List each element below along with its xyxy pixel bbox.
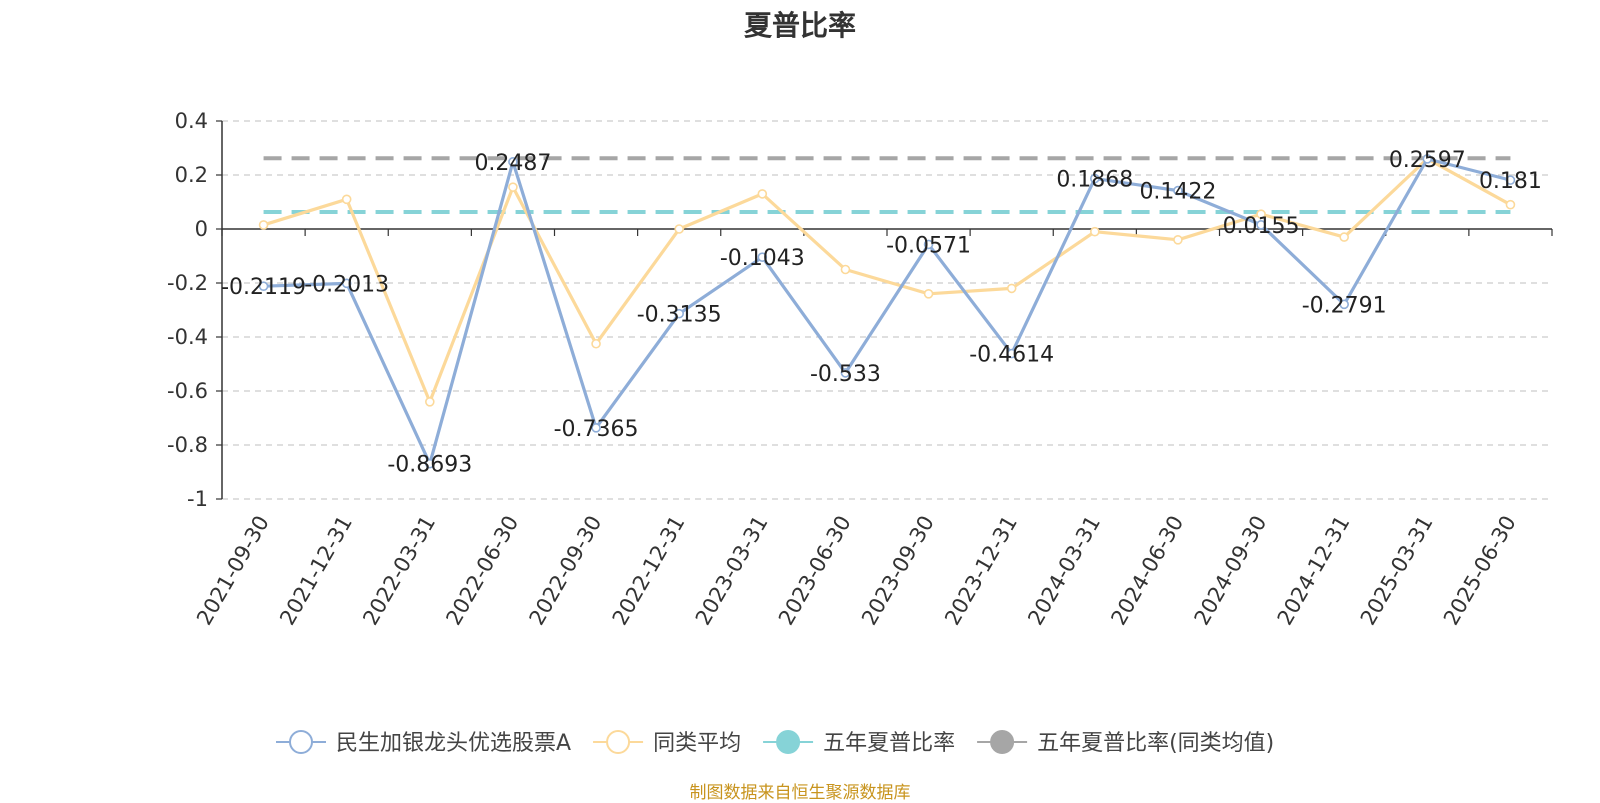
data-point bbox=[923, 288, 934, 299]
series-line bbox=[263, 157, 1511, 466]
data-point bbox=[1339, 232, 1349, 242]
data-point bbox=[1090, 173, 1100, 184]
x-tick-label: 2024-09-30 bbox=[1190, 512, 1272, 630]
y-tick-label: -0.2 bbox=[167, 271, 208, 295]
data-point bbox=[341, 194, 352, 205]
data-label: 0.2597 bbox=[1389, 148, 1466, 173]
data-label: -0.4614 bbox=[969, 343, 1054, 368]
data-point bbox=[425, 458, 435, 469]
y-tick-label: -0.6 bbox=[167, 379, 208, 403]
data-label: -0.7365 bbox=[554, 417, 639, 442]
data-source-note: 制图数据来自恒生聚源数据库 bbox=[689, 783, 911, 803]
legend-label: 五年夏普比率(同类均值) bbox=[1037, 731, 1274, 756]
x-tick-label: 2022-12-31 bbox=[608, 512, 690, 630]
x-tick-label: 2024-12-31 bbox=[1273, 512, 1355, 630]
y-axis-ticks: 0.4 0.2 0 -0.2 -0.4 -0.6 -0.8 -1 bbox=[167, 109, 223, 511]
x-axis: 2021-09-30 2021-12-31 2022-03-31 2022-06-30… bbox=[192, 228, 1553, 630]
legend-label: 民生加银龙头优选股票A bbox=[336, 731, 571, 756]
data-label: -0.3135 bbox=[637, 303, 722, 328]
legend-marker bbox=[606, 730, 631, 754]
x-tick-label: 2023-09-30 bbox=[857, 512, 939, 630]
data-point bbox=[1006, 348, 1017, 359]
data-point bbox=[1339, 299, 1349, 310]
data-label: -0.1043 bbox=[720, 246, 805, 271]
x-tick-label: 2022-03-31 bbox=[358, 512, 440, 630]
legend-marker bbox=[289, 730, 313, 754]
x-tick-label: 2025-03-31 bbox=[1356, 512, 1438, 630]
data-point bbox=[1256, 220, 1266, 230]
legend-marker bbox=[990, 730, 1015, 754]
y-tick-label: 0 bbox=[195, 217, 208, 241]
data-point bbox=[840, 264, 851, 275]
chart-title: 夏普比率 bbox=[743, 9, 856, 42]
data-label: -0.2791 bbox=[1302, 293, 1387, 318]
data-point bbox=[425, 396, 435, 407]
grid-lines bbox=[222, 120, 1552, 500]
data-point bbox=[341, 278, 352, 289]
x-tick-label: 2023-12-31 bbox=[940, 512, 1022, 630]
data-point bbox=[1173, 235, 1183, 245]
data-label: -0.0571 bbox=[886, 233, 971, 258]
data-labels: -0.2119-0.2013 -0.8693 0.2487 -0.7365 -0.313… bbox=[221, 148, 1542, 478]
data-point bbox=[591, 338, 601, 349]
data-point bbox=[674, 308, 684, 319]
x-tick-label: 2024-03-31 bbox=[1023, 512, 1105, 630]
data-label: 0.1422 bbox=[1139, 180, 1216, 205]
y-tick-label: -1 bbox=[187, 487, 208, 511]
data-label: -0.8693 bbox=[387, 453, 472, 478]
data-label: 0.2487 bbox=[474, 151, 551, 176]
data-point bbox=[1422, 154, 1433, 164]
x-tick-label: 2023-06-30 bbox=[774, 512, 856, 630]
x-tick-label: 2021-09-30 bbox=[192, 512, 274, 630]
y-tick-label: 0.4 bbox=[175, 109, 208, 133]
legend-label: 同类平均 bbox=[653, 731, 741, 756]
data-point bbox=[1006, 283, 1017, 294]
x-tick-label: 2024-06-30 bbox=[1106, 512, 1188, 630]
data-label: 0.1868 bbox=[1056, 168, 1133, 193]
series-lines bbox=[258, 154, 1516, 469]
data-label: -0.533 bbox=[810, 362, 881, 387]
data-point bbox=[1505, 175, 1516, 185]
y-tick-label: -0.4 bbox=[167, 325, 208, 349]
data-point bbox=[757, 252, 768, 262]
y-tick-label: -0.8 bbox=[167, 433, 208, 457]
x-tick-label: 2021-12-31 bbox=[275, 512, 357, 630]
data-point bbox=[923, 239, 934, 250]
legend-marker bbox=[776, 730, 801, 754]
data-point bbox=[674, 224, 684, 234]
x-tick-label: 2022-09-30 bbox=[525, 512, 607, 630]
data-point bbox=[1173, 185, 1183, 196]
x-tick-label: 2023-03-31 bbox=[691, 512, 773, 630]
legend: 民生加银龙头优选股票A 同类平均 五年夏普比率 五年夏普比率(同类均值) bbox=[276, 730, 1274, 756]
y-tick-label: 0.2 bbox=[175, 163, 208, 187]
legend-label: 五年夏普比率 bbox=[823, 731, 955, 756]
data-point bbox=[1505, 199, 1516, 210]
series-line bbox=[263, 157, 1512, 404]
data-label: -0.2119 bbox=[221, 275, 306, 300]
data-label: 0.0155 bbox=[1223, 214, 1300, 239]
data-point bbox=[591, 423, 601, 433]
data-point bbox=[508, 157, 518, 167]
x-tick-label: 2022-06-30 bbox=[441, 512, 523, 630]
data-point bbox=[258, 220, 269, 230]
data-point bbox=[508, 182, 518, 192]
data-label: 0.181 bbox=[1479, 169, 1542, 194]
data-point bbox=[1256, 209, 1266, 219]
data-label: -0.2013 bbox=[304, 272, 389, 297]
x-tick-label: 2025-06-30 bbox=[1439, 512, 1521, 630]
data-point bbox=[840, 368, 851, 378]
data-point bbox=[757, 189, 768, 199]
data-point bbox=[1090, 226, 1100, 237]
data-point bbox=[258, 281, 269, 292]
reference-lines bbox=[263, 156, 1511, 214]
